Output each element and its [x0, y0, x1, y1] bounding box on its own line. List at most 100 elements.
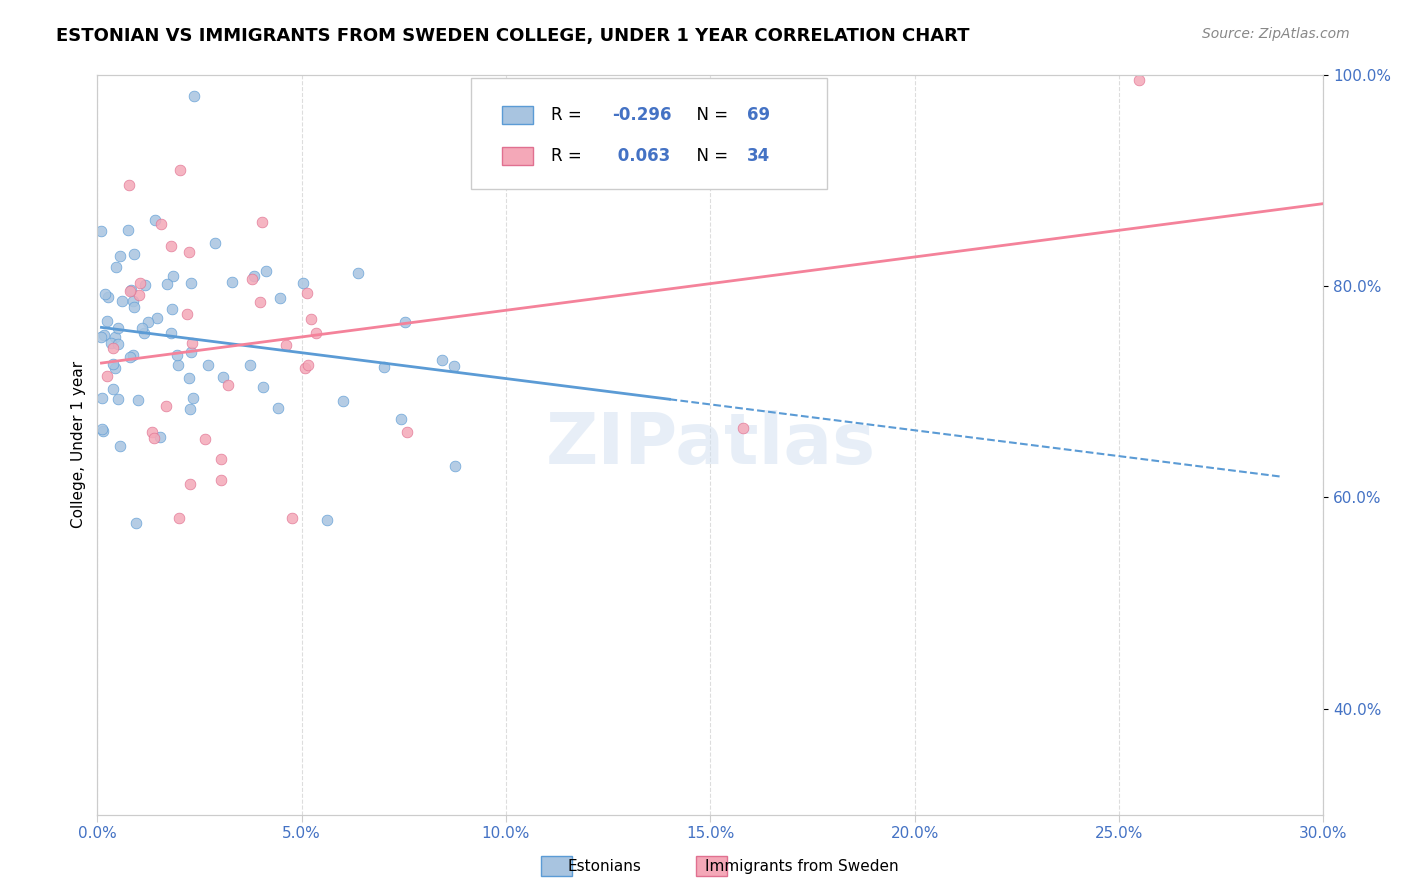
Text: Immigrants from Sweden: Immigrants from Sweden [704, 859, 898, 874]
Estonians [100, 336, 122, 351]
Estonians [291, 277, 314, 291]
Immigrants from Sweden [167, 511, 190, 525]
Estonians [316, 513, 339, 527]
Estonians [107, 321, 129, 335]
Estonians [90, 224, 112, 238]
Immigrants from Sweden [155, 399, 177, 413]
Immigrants from Sweden [294, 360, 316, 375]
Text: N =: N = [686, 147, 733, 165]
Immigrants from Sweden [101, 341, 124, 355]
Estonians [177, 371, 200, 385]
Estonians [181, 391, 204, 405]
Estonians [167, 359, 190, 373]
Estonians [394, 316, 416, 330]
Estonians [143, 213, 166, 227]
Immigrants from Sweden [159, 239, 181, 253]
Estonians [254, 263, 277, 277]
Estonians [108, 440, 131, 454]
Estonians [373, 360, 395, 375]
Estonians [90, 330, 112, 344]
Estonians [156, 277, 179, 291]
Estonians [108, 249, 131, 263]
Estonians [145, 311, 167, 326]
Immigrants from Sweden [733, 421, 755, 435]
Estonians [134, 278, 156, 293]
Estonians [121, 293, 143, 308]
Text: ZIPatlas: ZIPatlas [546, 410, 876, 479]
Estonians [221, 275, 243, 289]
Estonians [107, 336, 129, 351]
Estonians [91, 422, 114, 436]
Immigrants from Sweden [176, 307, 198, 321]
Estonians [91, 391, 114, 405]
Immigrants from Sweden [141, 425, 163, 440]
Estonians [117, 223, 139, 237]
Immigrants from Sweden [395, 425, 418, 440]
Immigrants from Sweden [281, 511, 304, 525]
Estonians [444, 459, 467, 474]
Estonians [162, 302, 184, 317]
Estonians [180, 345, 202, 359]
Estonians [197, 358, 219, 372]
Immigrants from Sweden [193, 433, 215, 447]
Estonians [162, 269, 184, 284]
Estonians [131, 320, 153, 334]
Text: 0.063: 0.063 [612, 147, 671, 165]
Estonians [121, 348, 143, 362]
Estonians [166, 348, 188, 362]
Immigrants from Sweden [305, 326, 328, 340]
Immigrants from Sweden [240, 272, 263, 286]
Estonians [101, 382, 124, 396]
Estonians [160, 326, 183, 340]
FancyBboxPatch shape [471, 78, 827, 189]
Estonians [332, 394, 354, 409]
Immigrants from Sweden [128, 288, 150, 302]
Immigrants from Sweden [150, 218, 173, 232]
Text: 69: 69 [747, 106, 770, 124]
Estonians [443, 359, 465, 373]
Estonians [183, 88, 205, 103]
Estonians [430, 352, 453, 367]
Text: R =: R = [551, 147, 586, 165]
Immigrants from Sweden [250, 215, 273, 229]
Immigrants from Sweden [209, 451, 232, 466]
Estonians [93, 327, 115, 342]
Immigrants from Sweden [295, 285, 318, 300]
Immigrants from Sweden [128, 276, 150, 290]
Estonians [127, 393, 149, 408]
Text: R =: R = [551, 106, 586, 124]
Estonians [97, 290, 120, 304]
Estonians [212, 369, 235, 384]
Immigrants from Sweden [299, 312, 322, 326]
Bar [502, 146, 533, 165]
Text: 34: 34 [747, 147, 770, 165]
Bar [502, 106, 533, 125]
Estonians [94, 287, 117, 301]
Text: Source: ZipAtlas.com: Source: ZipAtlas.com [1202, 27, 1350, 41]
Y-axis label: College, Under 1 year: College, Under 1 year [72, 361, 86, 528]
Estonians [104, 360, 127, 375]
Immigrants from Sweden [96, 368, 118, 383]
Estonians [118, 350, 141, 364]
Estonians [104, 330, 127, 344]
Immigrants from Sweden [179, 477, 201, 491]
Estonians [124, 516, 146, 530]
Estonians [96, 314, 118, 328]
Estonians [179, 401, 201, 416]
Immigrants from Sweden [180, 336, 202, 351]
Immigrants from Sweden [1128, 72, 1150, 87]
Estonians [180, 276, 202, 290]
Text: ESTONIAN VS IMMIGRANTS FROM SWEDEN COLLEGE, UNDER 1 YEAR CORRELATION CHART: ESTONIAN VS IMMIGRANTS FROM SWEDEN COLLE… [56, 27, 970, 45]
Estonians [120, 283, 142, 297]
Immigrants from Sweden [120, 284, 142, 298]
Estonians [124, 300, 146, 314]
Estonians [389, 412, 412, 426]
Estonians [243, 269, 266, 284]
Estonians [266, 401, 288, 415]
Estonians [346, 267, 368, 281]
Estonians [111, 294, 134, 309]
Immigrants from Sweden [217, 378, 239, 392]
Estonians [239, 358, 262, 372]
Bar [696, 856, 727, 876]
Estonians [105, 260, 128, 274]
